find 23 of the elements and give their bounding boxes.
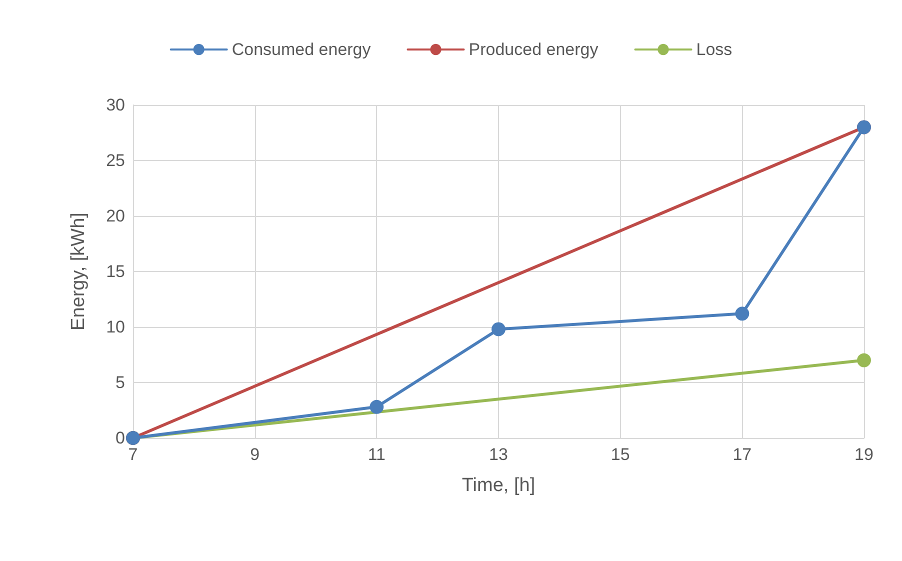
x-tick-label: 7 [128, 445, 138, 464]
y-tick-label: 25 [106, 151, 125, 170]
y-axis-title: Energy, [kWh] [68, 212, 89, 330]
x-tick-label: 19 [854, 445, 874, 464]
y-tick-label: 10 [106, 318, 125, 336]
point [735, 306, 750, 321]
point [492, 322, 506, 336]
legend-label: Consumed energy [232, 40, 372, 59]
x-tick-label: 17 [732, 445, 752, 464]
point [370, 400, 384, 414]
x-axis-title: Time, [h] [462, 475, 536, 496]
y-tick-label: 15 [106, 262, 125, 281]
x-tick-label: 11 [368, 445, 386, 464]
x-tick-label: 9 [250, 445, 260, 464]
x-tick-label: 15 [610, 445, 630, 464]
y-tick-label: 30 [106, 96, 125, 114]
y-tick-label: 20 [106, 206, 125, 226]
legend-label: Produced energy [468, 40, 599, 59]
y-tick-label: 0 [116, 428, 125, 448]
y-tick-label: 5 [116, 373, 125, 392]
point [857, 353, 871, 368]
x-tick-label: 13 [489, 445, 508, 464]
legend-label: Loss [696, 40, 732, 59]
